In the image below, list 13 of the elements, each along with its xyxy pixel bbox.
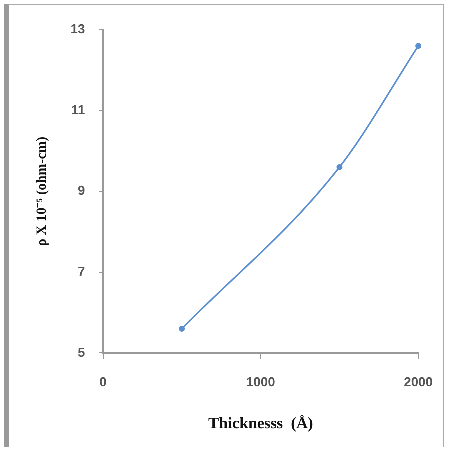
y-tick-label: 13 [70,22,86,37]
point [179,326,186,332]
point [336,164,343,170]
x-axis-title: Thicknesss (Å) [208,414,314,433]
y-axis-title: ρ X 10⁻⁵ (ohm-cm) [35,136,50,246]
y-tick-label: 5 [78,344,86,360]
point [416,43,422,50]
y-tick-label: 7 [78,264,86,279]
x-tick-label: 0 [100,374,107,390]
y-tick-label: 11 [72,102,86,118]
y-tick-label: 9 [78,183,86,198]
x-tick-label: 2000 [404,374,433,390]
x-tick-label: 1000 [246,374,276,390]
